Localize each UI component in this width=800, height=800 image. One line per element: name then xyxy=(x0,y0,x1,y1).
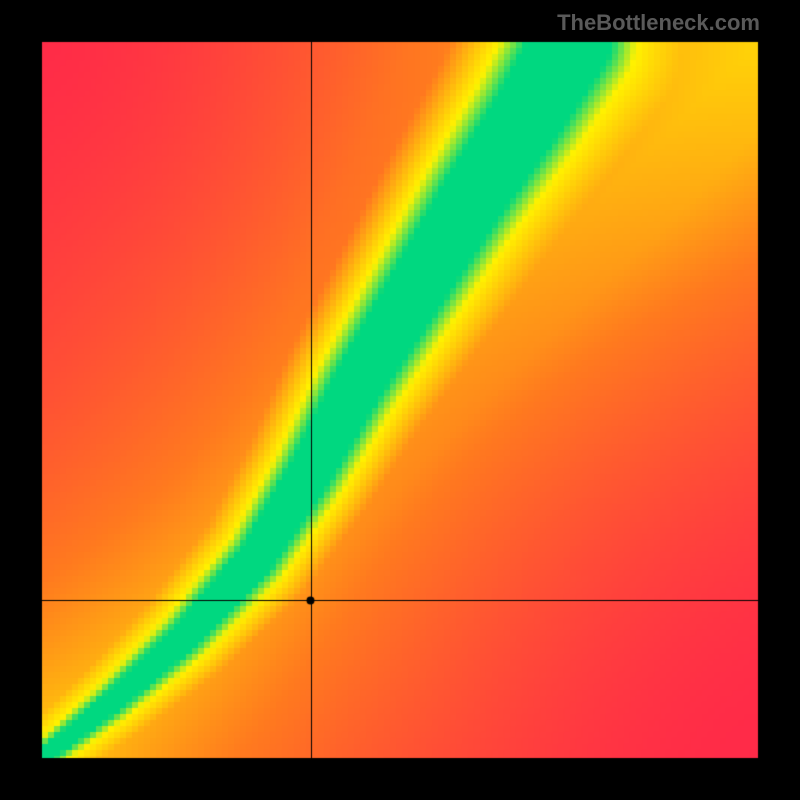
chart-root: TheBottleneck.com xyxy=(0,0,800,800)
source-watermark: TheBottleneck.com xyxy=(557,10,760,36)
bottleneck-heatmap xyxy=(0,0,800,800)
